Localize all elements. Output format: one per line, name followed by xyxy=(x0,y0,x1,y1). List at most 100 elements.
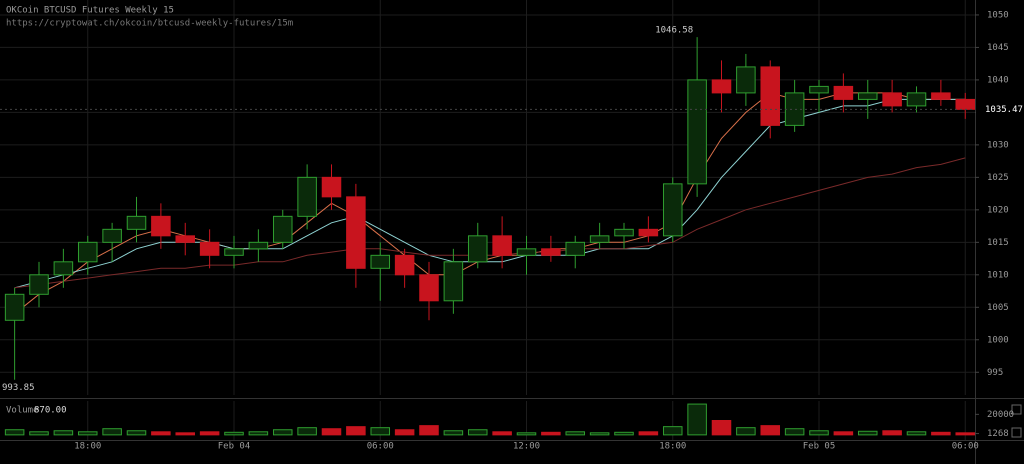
candle-body xyxy=(711,79,732,94)
candle-body xyxy=(882,92,902,107)
volume-bar xyxy=(931,431,951,436)
volume-bar xyxy=(419,425,439,436)
candle-body xyxy=(321,176,342,198)
moving-average xyxy=(14,157,966,289)
volume-bar xyxy=(346,426,366,436)
high-label: 1046.58 xyxy=(655,26,693,36)
y-tick-label: 1050 xyxy=(987,10,1009,20)
candle-body xyxy=(565,241,586,256)
candle-body xyxy=(614,228,634,237)
x-tick-label: 12:00 xyxy=(513,442,540,452)
candle-body xyxy=(589,235,610,243)
candle-body xyxy=(199,241,220,256)
candle-body xyxy=(77,241,98,263)
volume-value: 870.00 xyxy=(34,406,67,416)
candle-body xyxy=(297,176,317,217)
candle-body xyxy=(833,85,854,100)
candle-body xyxy=(760,66,781,126)
y-tick-label: 995 xyxy=(987,368,1003,378)
candle-body xyxy=(29,274,49,295)
volume-bar xyxy=(565,431,586,436)
expand-button[interactable] xyxy=(1011,404,1022,415)
volume-bar xyxy=(467,429,488,436)
candle-body xyxy=(662,183,683,237)
y-tick-label: 1010 xyxy=(987,270,1009,280)
candle-body xyxy=(151,215,171,237)
candle-body xyxy=(955,98,976,110)
volume-bar xyxy=(736,427,756,436)
volume-bar xyxy=(760,425,781,436)
chart-subtitle: https://cryptowat.ch/okcoin/btcusd-weekl… xyxy=(6,19,293,29)
volume-bar xyxy=(687,403,707,436)
volume-bar xyxy=(711,420,732,436)
volume-bar xyxy=(614,431,634,436)
candle-body xyxy=(224,248,244,256)
y-tick-label: 1005 xyxy=(987,303,1009,313)
expand-button[interactable] xyxy=(1011,427,1022,438)
volume-bar xyxy=(809,430,829,436)
volume-bar xyxy=(272,429,293,436)
candle-body xyxy=(419,274,439,302)
volume-bar xyxy=(370,427,391,436)
volume-bar xyxy=(589,432,610,436)
volume-bar xyxy=(955,432,976,436)
candle-body xyxy=(126,215,147,230)
volume-bar xyxy=(199,431,220,436)
candle-body xyxy=(102,228,122,243)
volume-bar xyxy=(906,431,927,436)
last-price-label: 1035.47 xyxy=(985,105,1023,115)
volume-label: Volume xyxy=(6,406,39,416)
volume-bar xyxy=(248,431,269,436)
candle-body xyxy=(248,241,269,250)
volume-bar xyxy=(784,428,805,436)
moving-average xyxy=(14,92,966,315)
candle-body xyxy=(394,254,415,276)
volume-bar xyxy=(175,432,196,436)
y-tick-label: 1030 xyxy=(987,140,1009,150)
volume-bar xyxy=(443,430,464,436)
candle-body xyxy=(467,235,488,263)
chart-title: OKCoin BTCUSD Futures Weekly 15 xyxy=(6,6,174,16)
candle-body xyxy=(346,196,366,269)
candle-body xyxy=(516,248,537,256)
candle-body xyxy=(492,235,512,256)
x-tick-label: 18:00 xyxy=(74,442,101,452)
candle-body xyxy=(4,293,25,321)
volume-tick-label: 20000 xyxy=(987,410,1014,420)
low-label: 993.85 xyxy=(2,383,35,393)
x-tick-label: Feb 04 xyxy=(218,442,251,452)
candle-body xyxy=(443,261,464,302)
volume-bar xyxy=(29,431,49,436)
volume-bar xyxy=(126,430,147,436)
x-tick-label: Feb 05 xyxy=(803,442,836,452)
y-tick-label: 1020 xyxy=(987,205,1009,215)
volume-bar xyxy=(321,428,342,436)
volume-bar xyxy=(541,431,561,436)
volume-bar xyxy=(882,430,902,436)
moving-average xyxy=(14,98,966,289)
volume-bar xyxy=(833,431,854,436)
volume-bar xyxy=(857,430,878,436)
volume-bar xyxy=(394,429,415,436)
y-tick-label: 1040 xyxy=(987,75,1009,85)
candle-body xyxy=(53,261,74,276)
candle-body xyxy=(931,92,951,100)
volume-bar xyxy=(297,427,317,436)
candle-body xyxy=(736,66,756,94)
candle-body xyxy=(687,79,707,185)
y-tick-label: 1025 xyxy=(987,173,1009,183)
y-tick-label: 1045 xyxy=(987,43,1009,53)
volume-bar xyxy=(638,431,659,436)
x-tick-label: 18:00 xyxy=(659,442,686,452)
x-tick-label: 06:00 xyxy=(952,442,979,452)
volume-bar xyxy=(516,432,537,436)
candle-body xyxy=(906,92,927,107)
volume-bar xyxy=(53,430,74,436)
y-tick-label: 1000 xyxy=(987,335,1009,345)
volume-tick-label: 1268 xyxy=(987,429,1009,439)
candle-body xyxy=(541,248,561,256)
candle-body xyxy=(638,228,659,237)
volume-bar xyxy=(224,431,244,436)
